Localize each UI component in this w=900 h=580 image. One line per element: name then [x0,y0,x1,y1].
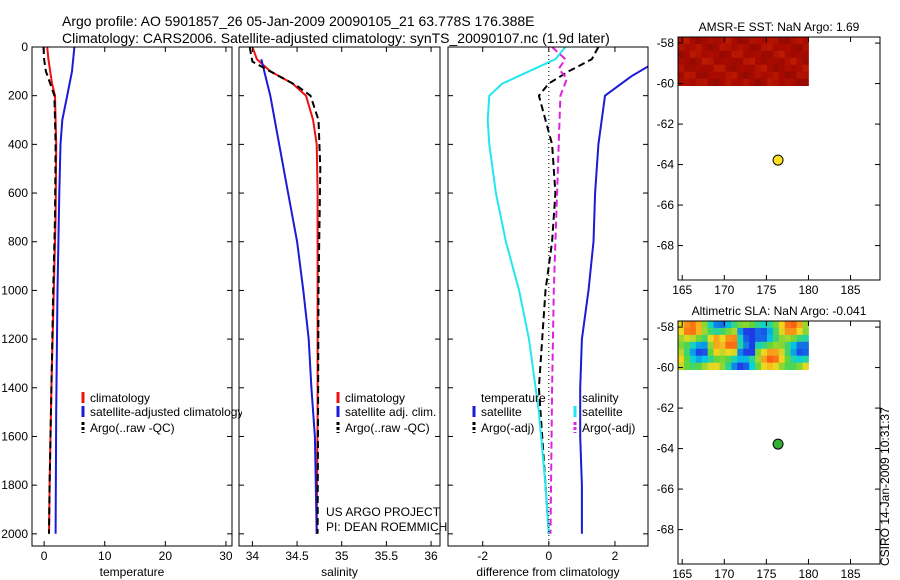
difference-xtick-label-2: 2 [612,549,619,563]
difference-legend-header-temperature: temperature [481,391,546,405]
credit-line-1: US ARGO PROJECT [326,505,441,519]
sst-map: AMSR-E SST: NaN Argo: 1.69 165 170 175 180 18… [657,20,881,297]
sst-map-xtick-label-0: 165 [672,283,692,297]
salinity-legend-climatology-label: climatology [345,391,405,405]
sla-map-ytick-label-5: -68 [657,523,675,537]
difference-legend-temp-argo-label: Argo(-adj) [481,421,534,435]
sst-map-xtick-label-4: 185 [841,283,861,297]
sla-map-xtick-label-4: 185 [841,567,861,580]
sst-map-title: AMSR-E SST: NaN Argo: 1.69 [699,20,860,34]
sla-map-xtick-label-1: 170 [714,567,734,580]
difference-legend-sal-satellite-label: satellite [582,405,623,419]
salinity-xlabel: salinity [321,565,358,579]
sla-map-xtick-label-2: 175 [756,567,776,580]
depth-tick-label-7: 1400 [1,381,28,395]
salinity-series-0 [251,47,319,534]
difference-xtick-label-0: -2 [477,549,488,563]
depth-tick-label-9: 1800 [1,478,28,492]
depth-tick-label-6: 1200 [1,332,28,346]
sla-map-ytick-label-3: -64 [657,442,675,456]
temperature-xtick-label-2: 20 [159,549,173,563]
profile-panel-difference: -2 0 2 difference from climatology temperatu… [447,46,649,579]
sla-map-ytick-label-1: -60 [657,361,675,375]
salinity-series-2 [248,47,322,534]
difference-series-3 [549,47,568,534]
depth-tick-label-3: 600 [8,186,28,200]
sla-map-frame [677,320,881,565]
salinity-legend-satellite-label: satellite adj. clim. [345,405,436,419]
salinity-xtick-label-0: 34 [246,549,260,563]
depth-tick-label-8: 1600 [1,429,28,443]
sst-map-xtick-label-3: 180 [798,283,818,297]
difference-xlabel: difference from climatology [476,565,619,579]
difference-legend-temp-satellite-label: satellite [481,405,522,419]
sla-map-ytick-label-2: -62 [657,401,675,415]
temperature-series-2 [42,47,57,534]
temperature-legend-argo-label: Argo(..raw -QC) [90,421,175,435]
difference-series-0 [579,65,648,534]
depth-tick-label-0: 0 [21,40,28,54]
sst-map-field [678,37,809,86]
temperature-legend-satellite-label: satellite-adjusted climatology [90,405,243,419]
difference-legend-sal-argo-label: Argo(-adj) [582,421,635,435]
difference-xtick-label-1: 0 [545,549,552,563]
sst-map-ytick-label-2: -62 [657,117,675,131]
salinity-series-1 [260,58,318,534]
credit-line-2: PI: DEAN ROEMMICH [326,520,447,534]
sla-map-xtick-label-0: 165 [672,567,692,580]
temperature-xtick-label-0: 0 [41,549,48,563]
temperature-frame [31,46,233,547]
figure-title-line-1: Argo profile: AO 5901857_26 05-Jan-2009 … [62,13,535,29]
temperature-xtick-label-1: 10 [98,549,112,563]
sla-map-ytick-label-4: -66 [657,482,675,496]
sla-map-argo-marker [772,438,784,450]
salinity-plot-area [248,47,322,534]
temperature-series-0 [46,47,58,534]
sst-map-xtick-label-2: 175 [756,283,776,297]
sla-map-field [678,321,809,370]
sst-map-argo-marker [772,154,784,166]
temperature-series-1 [54,47,76,534]
difference-plot-area [486,47,648,546]
profile-panel-temperature: 0 10 20 30 temperature 0 200 400 600 800 1000 1200 1… [1,40,243,579]
sst-map-ytick-label-1: -60 [657,77,675,91]
temperature-legend-climatology-label: climatology [90,391,150,405]
sla-map-ytick-label-0: -58 [657,320,675,334]
depth-tick-label-5: 1000 [1,283,28,297]
salinity-xtick-label-2: 35 [335,549,349,563]
sla-map-xtick-label-3: 180 [798,567,818,580]
sst-map-ytick-label-0: -58 [657,36,675,50]
timestamp-stamp: CSIRO 14-Jan-2009 10:31:37 [878,407,892,566]
sst-map-ytick-label-5: -68 [657,239,675,253]
salinity-frame [238,46,441,547]
depth-tick-label-10: 2000 [1,527,28,541]
difference-frame [447,46,649,547]
figure-title-line-2: Climatology: CARS2006. Satellite-adjuste… [62,30,610,46]
depth-tick-label-2: 400 [8,137,28,151]
sla-map: Altimetric SLA: NaN Argo: -0.041 165 170 17… [657,304,881,580]
sst-map-xtick-label-1: 170 [714,283,734,297]
sst-map-frame [677,36,881,281]
temperature-xlabel: temperature [100,565,165,579]
salinity-xtick-label-3: 35.5 [375,549,399,563]
sla-map-title: Altimetric SLA: NaN Argo: -0.041 [692,304,867,318]
depth-tick-label-4: 800 [8,235,28,249]
salinity-xtick-label-1: 34.5 [285,549,309,563]
profile-panel-salinity: 34 34.5 35 35.5 36 salinity climatologysatelli… [238,46,447,579]
difference-series-1 [537,47,600,534]
difference-series-2 [486,47,567,534]
sst-map-ytick-label-4: -66 [657,198,675,212]
temperature-plot-area [42,47,76,534]
depth-tick-label-1: 200 [8,89,28,103]
salinity-legend-argo-label: Argo(..raw -QC) [345,421,430,435]
temperature-xtick-label-3: 30 [219,549,233,563]
difference-legend-header-salinity: salinity [582,391,619,405]
sst-map-ytick-label-3: -64 [657,158,675,172]
salinity-xtick-label-4: 36 [424,549,438,563]
